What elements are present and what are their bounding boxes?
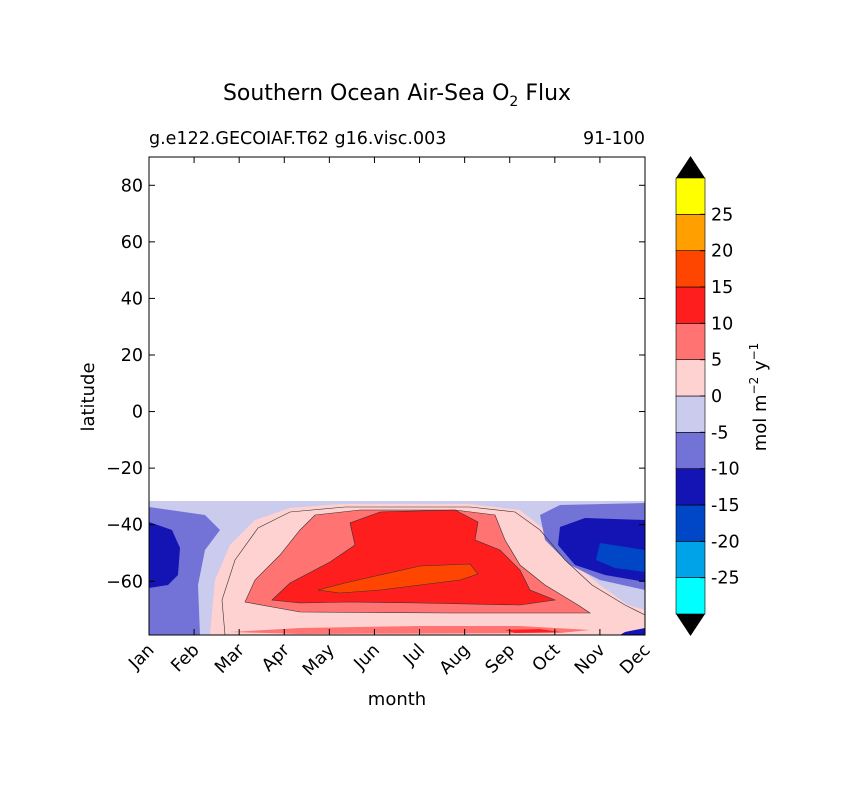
y-tick-label: −40 [106, 516, 143, 536]
colorbar-swatch [675, 468, 706, 506]
colorbar-tick-label: -25 [711, 569, 740, 589]
plot-area [148, 156, 646, 636]
contour-level-5-10-bottom [230, 626, 590, 634]
x-tick-label: Mar [211, 640, 249, 678]
x-tick-label: Nov [571, 640, 609, 678]
colorbar-label: mol m−2 y−1 [747, 343, 771, 452]
colorbar-tick-label: 25 [711, 205, 733, 225]
colorbar-tick-label: 5 [711, 351, 722, 371]
y-tick-label: 60 [121, 233, 143, 253]
colorbar-tick-label: -10 [711, 460, 740, 480]
colorbar-swatch [675, 432, 706, 469]
colorbar-tick-label: 10 [711, 314, 733, 334]
colorbar-swatch [675, 541, 706, 578]
colorbar-extend-max [676, 156, 705, 178]
x-tick-label: Jun [350, 640, 384, 674]
contour-fill [149, 501, 645, 635]
contour-lines [221, 506, 645, 635]
y-tick-label: 0 [132, 403, 143, 423]
chart-title: Southern Ocean Air-Sea O2 Flux [223, 81, 571, 110]
contour-level-neg15-neg10-left [149, 522, 180, 588]
contour-level-15-20 [318, 564, 478, 593]
x-tick-label: Jul [399, 640, 429, 670]
plot-frame [148, 156, 646, 636]
colorbar-tick-label: -5 [711, 423, 728, 443]
colorbar-swatch [675, 323, 706, 360]
colorbar-swatch [675, 177, 706, 215]
colorbar-tick-label: 15 [711, 278, 733, 298]
y-tick-label: −20 [106, 459, 143, 479]
colorbar-swatch [675, 359, 706, 397]
contour-level-neg20-neg15-right [596, 543, 645, 572]
subtitle-right: 91-100 [583, 129, 645, 149]
colorbar-swatch [675, 504, 706, 542]
colorbar-tick-label: 0 [711, 387, 722, 407]
contour-level-neg15-neg10-bottom-right [620, 628, 645, 635]
colorbar-tick-label: -20 [711, 532, 740, 552]
y-tick-label: −60 [106, 572, 143, 592]
x-tick-label: Jan [125, 640, 159, 674]
contour-level-10-15-bottom [505, 629, 560, 633]
x-tick-label: Sep [482, 640, 519, 677]
x-tick-label: Dec [616, 640, 654, 678]
y-tick-label: 40 [121, 289, 143, 309]
colorbar-tick-label: 20 [711, 242, 733, 262]
x-tick-label: Feb [168, 640, 204, 676]
x-tick-label: May [299, 640, 339, 680]
subtitle-left: g.e122.GECOIAF.T62 g16.visc.003 [149, 129, 446, 149]
y-axis: 80 60 40 20 0 −20 −40 −60 [106, 176, 645, 592]
colorbar-swatch [675, 577, 706, 615]
x-tick-label: Aug [436, 640, 474, 678]
x-axis-label: month [368, 689, 426, 710]
y-axis-label: latitude [78, 362, 99, 431]
contour-level-10-15 [272, 510, 555, 605]
colorbar-swatch [675, 395, 706, 433]
x-tick-label: Apr [258, 640, 294, 676]
colorbar-tick-label: -15 [711, 496, 740, 516]
y-tick-label: 20 [121, 346, 143, 366]
colorbar-swatch [675, 286, 706, 324]
x-tick-label: Oct [529, 640, 565, 676]
colorbar-swatch [675, 214, 706, 251]
colorbar-swatch [675, 250, 706, 288]
y-tick-label: 80 [121, 176, 143, 196]
colorbar-extend-min [676, 614, 705, 636]
colorbar: 25 20 15 10 5 0 -5 -10 -15 -20 -25 [675, 156, 740, 636]
